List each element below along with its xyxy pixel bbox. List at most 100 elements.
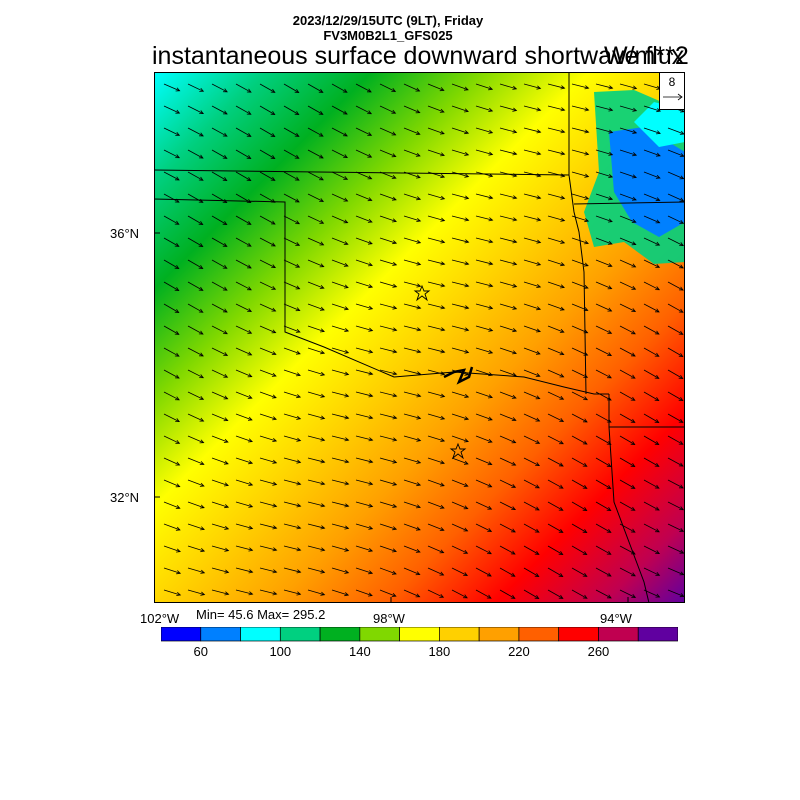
colorbar-swatch — [279, 627, 321, 642]
wind-arrow — [451, 105, 469, 112]
wind-arrow — [283, 149, 299, 159]
wind-arrow-head — [534, 594, 540, 599]
wind-arrow-head — [630, 418, 636, 423]
wind-arrow — [451, 479, 468, 487]
wind-arrow-head — [198, 154, 204, 159]
wind-arrow-head — [319, 263, 325, 268]
wind-arrow-head — [343, 175, 349, 180]
wind-arrow — [643, 105, 661, 112]
wind-arrow — [379, 193, 397, 201]
wind-arrow — [307, 259, 324, 267]
wind-arrow — [283, 303, 300, 311]
wind-arrow — [403, 193, 421, 200]
wind-arrow-head — [318, 154, 324, 159]
wind-arrow — [331, 545, 349, 551]
wind-arrow — [187, 391, 204, 400]
wind-arrow-head — [631, 572, 636, 577]
wind-arrow — [331, 281, 349, 288]
wind-arrow-head — [295, 285, 301, 290]
colorbar-swatch — [200, 627, 241, 642]
wind-arrow — [499, 83, 517, 90]
wind-arrow-head — [439, 527, 445, 531]
wind-arrow — [499, 325, 517, 332]
wind-arrow — [211, 413, 228, 421]
wind-arrow-head — [631, 241, 637, 246]
wind-arrow — [163, 479, 180, 487]
wind-arrow-head — [392, 459, 398, 464]
wind-arrow-head — [654, 506, 660, 511]
wind-arrow — [499, 347, 517, 354]
wind-arrow — [355, 567, 373, 574]
map-panel — [154, 72, 685, 603]
wind-arrow — [379, 259, 397, 266]
wind-arrow-head — [488, 195, 494, 200]
wind-arrow-head — [582, 506, 588, 511]
wind-arrow-head — [486, 572, 492, 577]
wind-arrow-head — [463, 483, 469, 487]
wind-arrow — [403, 567, 420, 575]
wind-arrow-head — [536, 195, 542, 200]
wind-arrow — [307, 193, 324, 202]
wind-arrow-head — [488, 283, 494, 288]
wind-arrow — [475, 259, 493, 265]
wind-arrow-head — [248, 569, 254, 574]
wind-arrow — [163, 589, 181, 596]
wind-arrow — [331, 567, 349, 574]
wind-arrow-head — [294, 88, 300, 93]
wind-arrow-head — [535, 484, 540, 489]
wind-arrow-head — [296, 481, 302, 486]
wind-arrow — [163, 369, 180, 379]
wind-arrow-head — [391, 109, 397, 114]
wind-arrow-head — [655, 174, 661, 179]
wind-arrow — [163, 171, 180, 181]
wind-arrow-head — [319, 198, 325, 202]
wind-arrow — [595, 545, 611, 555]
wind-arrow-head — [631, 594, 637, 598]
wind-arrow — [619, 369, 636, 379]
wind-arrow — [403, 325, 421, 331]
wind-arrow-head — [368, 525, 374, 530]
wind-arrow — [307, 281, 324, 289]
wind-arrow — [499, 237, 517, 243]
wind-arrow — [499, 479, 516, 488]
wind-arrow-head — [584, 173, 590, 178]
map-title: instantaneous surface downward shortwave… — [152, 42, 685, 70]
wind-arrow — [235, 215, 251, 225]
wind-arrow — [379, 105, 396, 114]
wind-arrow-head — [272, 569, 278, 574]
wind-arrow — [283, 171, 300, 181]
wind-arrow — [427, 413, 445, 420]
wind-arrow — [235, 347, 252, 356]
colorbar-swatch — [359, 627, 400, 642]
wind-arrow — [163, 215, 179, 225]
colorbar-swatch — [319, 627, 361, 642]
wind-arrow-head — [295, 350, 301, 355]
wind-arrow — [499, 105, 517, 111]
wind-arrow — [235, 325, 252, 334]
wind-arrow — [547, 347, 564, 355]
wind-arrow-head — [630, 374, 636, 379]
wind-arrow-head — [582, 418, 588, 423]
wind-arrow — [595, 281, 612, 289]
wind-arrow — [427, 523, 444, 531]
wind-arrow-head — [176, 548, 181, 553]
wind-arrow-head — [679, 219, 685, 224]
wind-arrow-head — [320, 481, 326, 486]
wind-arrow-head — [391, 196, 397, 201]
wind-arrow-head — [510, 572, 516, 577]
wind-arrow — [475, 501, 492, 510]
wind-arrow — [499, 435, 516, 444]
wind-arrow-head — [584, 195, 590, 200]
wind-arrow — [499, 303, 517, 310]
wind-arrow — [547, 545, 563, 555]
wind-arrow — [451, 391, 469, 398]
wind-arrow — [307, 479, 325, 485]
wind-arrow — [163, 303, 179, 313]
wind-arrow — [355, 523, 373, 530]
wind-arrow — [307, 567, 325, 573]
wind-arrow-head — [367, 218, 373, 223]
wind-arrow-head — [608, 151, 614, 156]
wind-arrow-head — [678, 484, 684, 489]
wind-arrow-head — [534, 550, 540, 555]
wind-arrow — [547, 259, 565, 266]
